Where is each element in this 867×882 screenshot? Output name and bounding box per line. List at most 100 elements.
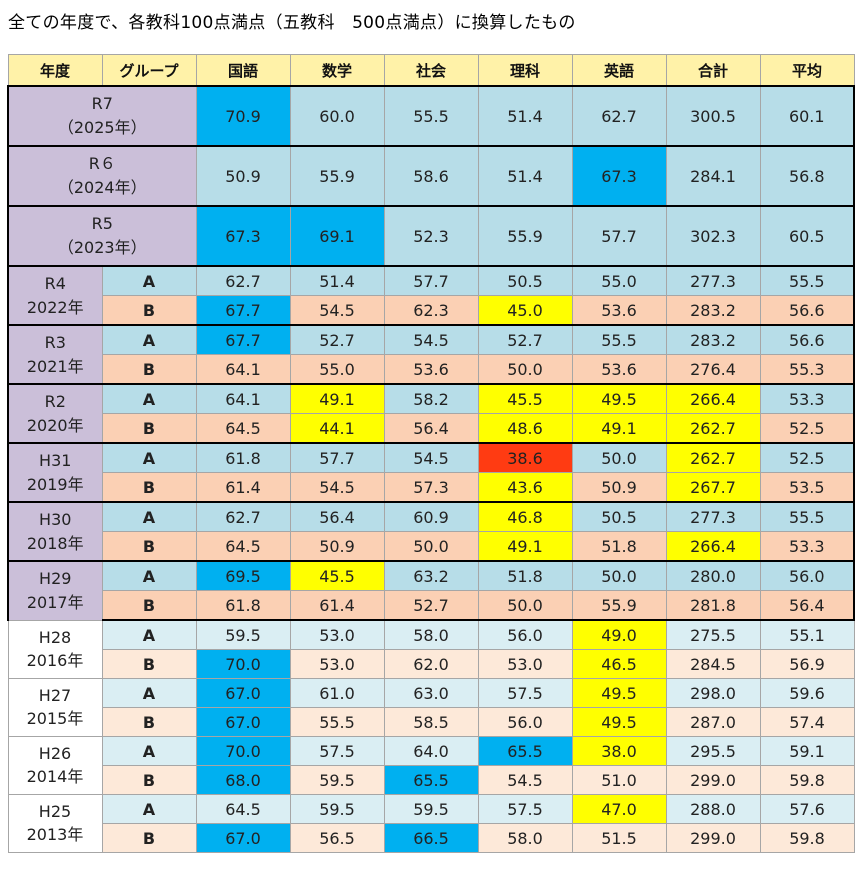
score-cell-total: 299.0 — [665, 765, 761, 795]
group-cell: B — [101, 765, 197, 795]
score-cell-total: 266.4 — [665, 531, 761, 562]
score-cell-total: 298.0 — [665, 678, 761, 708]
score-cell-total: 287.0 — [665, 707, 761, 737]
score-cell-science: 50.5 — [477, 265, 573, 296]
score-cell-social: 62.0 — [383, 649, 479, 679]
year-cell: H25 2013年 — [7, 794, 103, 853]
score-cell-social: 50.0 — [383, 531, 479, 562]
col-group-header: グループ — [101, 54, 197, 87]
score-cell-japanese: 70.0 — [195, 736, 291, 766]
table-row: B 64.5 50.9 50.0 49.1 51.8 266.4 53.3 — [8, 531, 855, 562]
score-cell-science: 51.8 — [477, 560, 573, 591]
score-cell-math: 51.4 — [289, 265, 385, 296]
year-cell: H27 2015年 — [7, 678, 103, 737]
year-sub-label: （2025年） — [57, 118, 147, 137]
score-cell-english: 62.7 — [571, 85, 667, 147]
score-cell-total: 284.1 — [665, 145, 761, 207]
year-cell: R4 2022年 — [7, 265, 103, 326]
score-cell-total: 266.4 — [665, 383, 761, 414]
table-row: R６ （2024年） 50.9 55.9 58.6 51.4 67.3 284.1 56.8 — [7, 145, 855, 207]
score-cell-english: 50.0 — [571, 442, 667, 473]
score-cell-japanese: 64.5 — [195, 413, 291, 444]
year-cell: R2 2020年 — [7, 383, 103, 444]
group-cell: B — [101, 590, 197, 621]
table-row: H31 2019年 A 61.8 57.7 54.5 38.6 50.0 262.7 52.5 — [7, 442, 855, 503]
score-cell-social: 56.4 — [383, 413, 479, 444]
table-row: R4 2022年 A 62.7 51.4 57.7 50.5 55.0 277.3 55.5 — [7, 265, 855, 326]
score-cell-social: 57.7 — [383, 265, 479, 296]
score-cell-english: 53.6 — [571, 295, 667, 326]
year-cell: H26 2014年 — [7, 736, 103, 795]
score-cell-average: 59.8 — [759, 823, 855, 853]
score-cell-total: 277.3 — [665, 265, 761, 296]
year-label: H25 — [38, 802, 72, 821]
score-cell-total: 280.0 — [665, 560, 761, 591]
year-cell: H28 2016年 — [7, 619, 103, 679]
table-row: H26 2014年 A 70.0 57.5 64.0 65.5 38.0 295.5 59.1 — [7, 736, 855, 795]
score-cell-english: 49.5 — [571, 707, 667, 737]
year-label: H31 — [39, 450, 72, 470]
score-cell-science: 45.5 — [477, 383, 573, 414]
score-cell-total: 302.3 — [665, 205, 761, 267]
score-cell-math: 53.0 — [289, 619, 385, 650]
score-cell-math: 50.9 — [289, 531, 385, 562]
year-sub-label: （2023年） — [57, 238, 147, 257]
score-cell-social: 57.3 — [383, 472, 479, 503]
year-sub-label: 2013年 — [26, 825, 84, 844]
table-row: B 70.0 53.0 62.0 53.0 46.5 284.5 56.9 — [8, 649, 855, 679]
score-cell-math: 61.0 — [289, 678, 385, 708]
score-cell-social: 59.5 — [383, 794, 479, 824]
score-cell-total: 262.7 — [665, 442, 761, 473]
score-cell-social: 64.0 — [383, 736, 479, 766]
score-cell-english: 46.5 — [571, 649, 667, 679]
year-cell: H31 2019年 — [7, 442, 103, 503]
table-row: B 64.5 44.1 56.4 48.6 49.1 262.7 52.5 — [8, 413, 855, 444]
score-cell-total: 283.2 — [665, 295, 761, 326]
score-cell-average: 56.6 — [759, 324, 855, 355]
score-cell-japanese: 67.7 — [195, 324, 291, 355]
score-cell-english: 53.6 — [571, 354, 667, 385]
score-cell-social: 54.5 — [383, 442, 479, 473]
score-cell-math: 59.5 — [289, 765, 385, 795]
score-cell-japanese: 70.9 — [195, 85, 291, 147]
score-cell-science: 57.5 — [477, 794, 573, 824]
score-cell-math: 54.5 — [289, 472, 385, 503]
score-cell-english: 50.0 — [571, 560, 667, 591]
score-cell-social: 63.2 — [383, 560, 479, 591]
year-label: H27 — [38, 686, 72, 705]
group-cell: B — [101, 823, 197, 853]
score-cell-english: 67.3 — [571, 145, 667, 207]
score-cell-social: 52.7 — [383, 590, 479, 621]
score-cell-total: 281.8 — [665, 590, 761, 621]
score-cell-social: 58.2 — [383, 383, 479, 414]
score-cell-social: 55.5 — [383, 85, 479, 147]
score-cell-english: 49.5 — [571, 678, 667, 708]
score-cell-science: 51.4 — [477, 85, 573, 147]
score-cell-science: 48.6 — [477, 413, 573, 444]
year-label: H30 — [39, 509, 72, 529]
table-row: H29 2017年 A 69.5 45.5 63.2 51.8 50.0 280.0 56.0 — [7, 560, 855, 621]
score-cell-math: 60.0 — [289, 85, 385, 147]
year-sub-label: 2021年 — [26, 356, 84, 376]
score-cell-math: 55.5 — [289, 707, 385, 737]
year-cell: R7 （2025年） — [7, 85, 197, 147]
table-row: H25 2013年 A 64.5 59.5 59.5 57.5 47.0 288.0 57.6 — [7, 794, 855, 853]
score-cell-math: 52.7 — [289, 324, 385, 355]
score-cell-math: 55.0 — [289, 354, 385, 385]
score-cell-english: 49.1 — [571, 413, 667, 444]
score-cell-science: 49.1 — [477, 531, 573, 562]
score-cell-social: 60.9 — [383, 501, 479, 532]
score-cell-average: 55.5 — [759, 265, 855, 296]
score-cell-science: 57.5 — [477, 678, 573, 708]
score-cell-science: 52.7 — [477, 324, 573, 355]
group-cell: B — [101, 707, 197, 737]
year-label: R7 — [91, 94, 113, 113]
score-cell-social: 63.0 — [383, 678, 479, 708]
score-cell-science: 58.0 — [477, 823, 573, 853]
year-label: R4 — [44, 273, 66, 293]
score-cell-japanese: 61.8 — [195, 442, 291, 473]
score-cell-japanese: 64.5 — [195, 794, 291, 824]
score-cell-math: 53.0 — [289, 649, 385, 679]
year-label: R2 — [44, 391, 66, 411]
score-cell-average: 59.8 — [759, 765, 855, 795]
